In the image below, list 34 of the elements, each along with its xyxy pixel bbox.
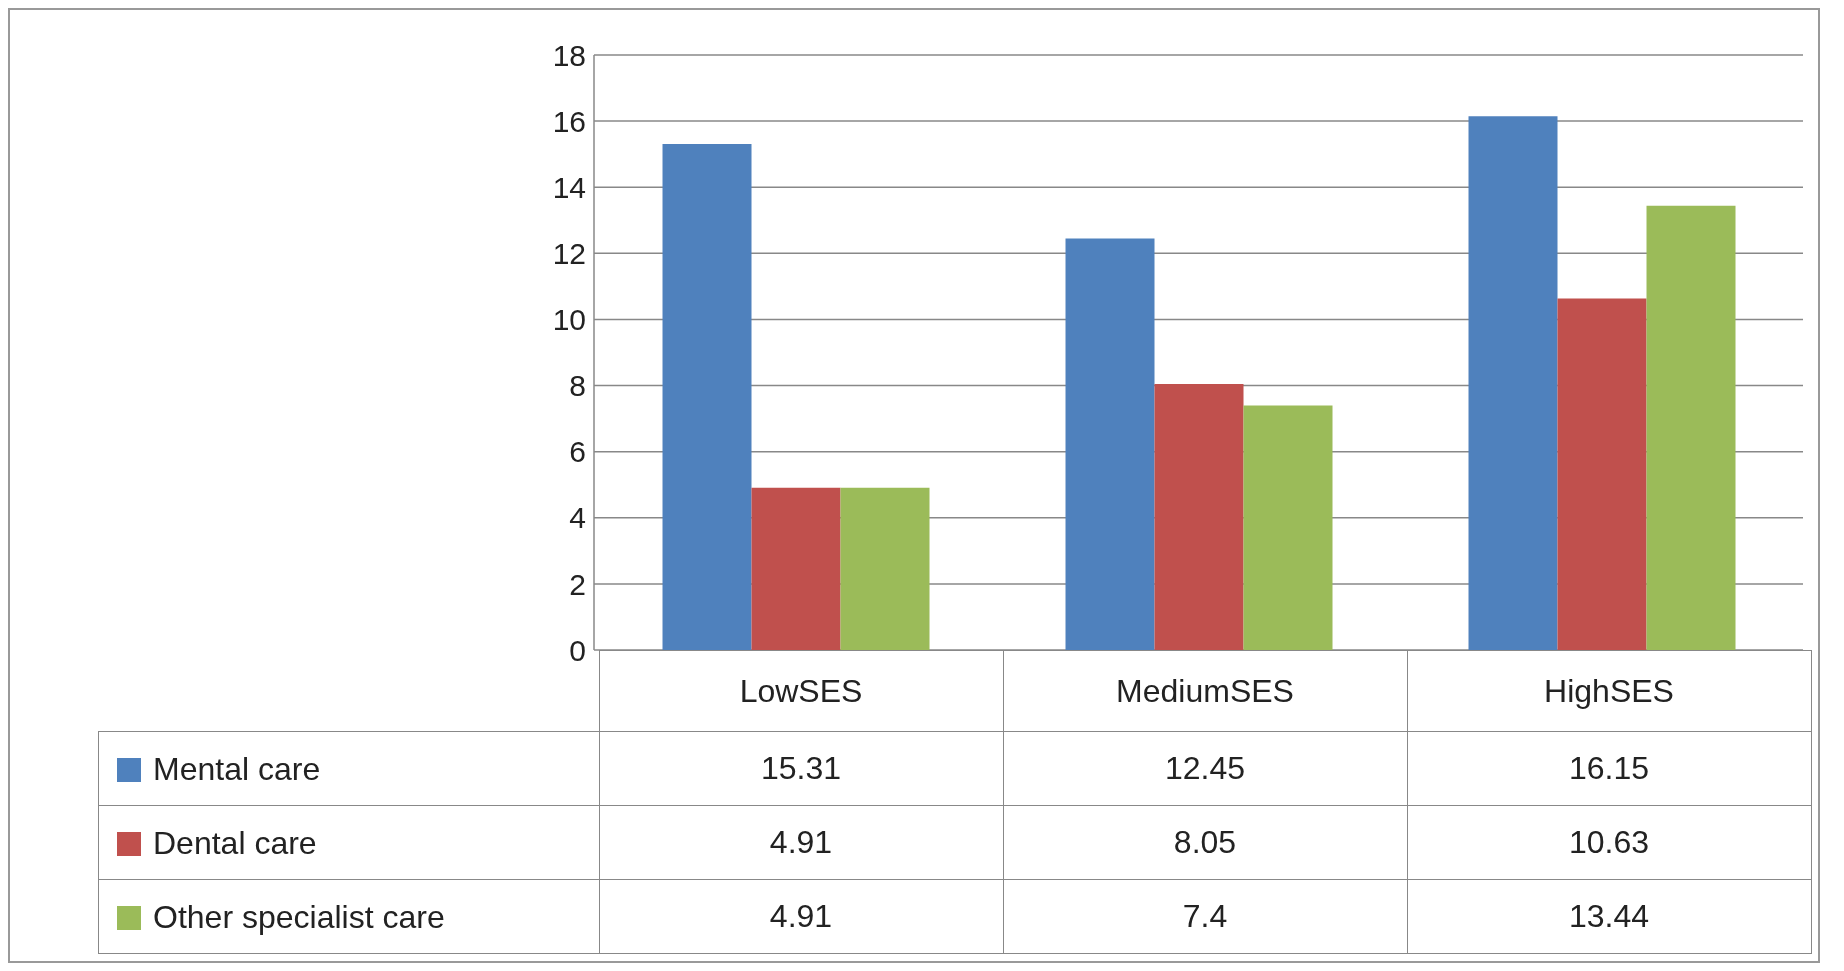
y-tick-label: 18	[552, 38, 586, 72]
data-label: 12.45	[1003, 731, 1407, 806]
bar	[1065, 238, 1155, 650]
y-tick-label: 16	[552, 104, 586, 138]
y-tick-label: 4	[569, 501, 586, 535]
y-tick-label: 2	[569, 567, 586, 601]
data-label: 4.91	[599, 805, 1003, 880]
y-tick-label: 8	[569, 369, 586, 403]
bar	[1468, 116, 1558, 650]
data-label: 13.44	[1407, 879, 1811, 954]
y-tick-label: 12	[552, 236, 586, 270]
bar	[840, 487, 930, 650]
legend-label: Other specialist care	[153, 899, 445, 936]
y-tick-label: 0	[569, 633, 586, 667]
y-tick-label: 6	[569, 435, 586, 469]
data-label: 7.4	[1003, 879, 1407, 954]
legend-label: Mental care	[153, 751, 321, 788]
data-label: 8.05	[1003, 805, 1407, 880]
x-tick-label: HighSES	[1407, 650, 1811, 732]
data-label: 10.63	[1407, 805, 1811, 880]
bar	[751, 487, 841, 650]
bar	[1243, 405, 1333, 650]
data-label: 15.31	[599, 731, 1003, 806]
x-tick-label: LowSES	[599, 650, 1003, 732]
bar	[1154, 383, 1244, 650]
bar	[662, 143, 752, 650]
y-tick-label: 14	[552, 170, 586, 204]
x-tick-label: MediumSES	[1003, 650, 1407, 732]
bar	[1557, 298, 1647, 650]
legend-label: Dental care	[153, 825, 317, 862]
bar	[1646, 205, 1736, 650]
data-label: 4.91	[599, 879, 1003, 954]
y-tick-label: 10	[552, 303, 586, 337]
data-label: 16.15	[1407, 731, 1811, 806]
